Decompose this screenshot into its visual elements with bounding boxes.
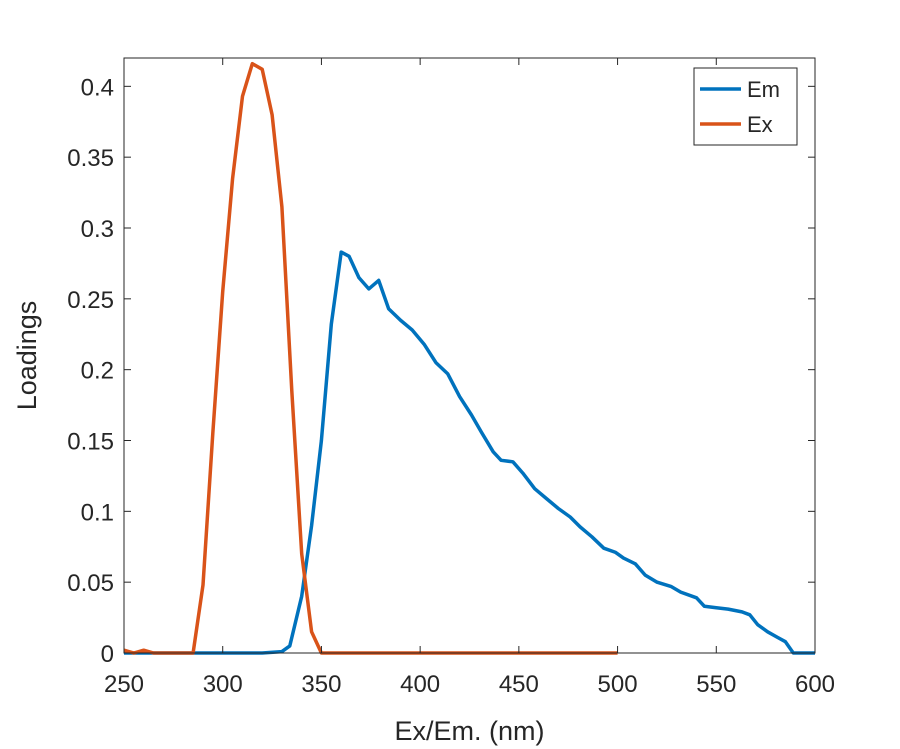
y-tick-label: 0.15 [67, 429, 114, 456]
y-tick-label: 0.35 [67, 145, 114, 172]
y-tick-label: 0.2 [81, 358, 114, 385]
x-tick-label: 300 [203, 671, 243, 698]
y-tick-label: 0.3 [81, 216, 114, 243]
x-tick-label: 600 [795, 671, 835, 698]
legend-label-ex: Ex [747, 112, 773, 137]
y-tick-label: 0 [101, 641, 114, 668]
tick-labels-layer: 250 300 350 400 450 500 550 600 0 0.05 0.1 0.15 0.2 0… [67, 74, 835, 698]
x-tick-label: 500 [598, 671, 638, 698]
series-line-em [124, 250, 815, 655]
legend: Em Ex [693, 67, 798, 146]
y-axis-label: Loadings [12, 301, 42, 411]
y-tick-label: 0.05 [67, 570, 114, 597]
x-tick-label: 550 [696, 671, 736, 698]
y-tick-label: 0.1 [81, 499, 114, 526]
x-tick-label: 450 [499, 671, 539, 698]
x-tick-label: 250 [104, 671, 144, 698]
legend-box [693, 67, 798, 146]
plot-area [124, 58, 815, 653]
x-tick-label: 400 [400, 671, 440, 698]
y-tick-label: 0.4 [81, 74, 114, 101]
plot-frame [123, 57, 816, 654]
y-tick-label: 0.25 [67, 287, 114, 314]
legend-label-em: Em [747, 77, 780, 102]
ticks-layer [123, 58, 816, 654]
x-axis-label: Ex/Em. (nm) [394, 716, 544, 746]
x-tick-label: 350 [301, 671, 341, 698]
